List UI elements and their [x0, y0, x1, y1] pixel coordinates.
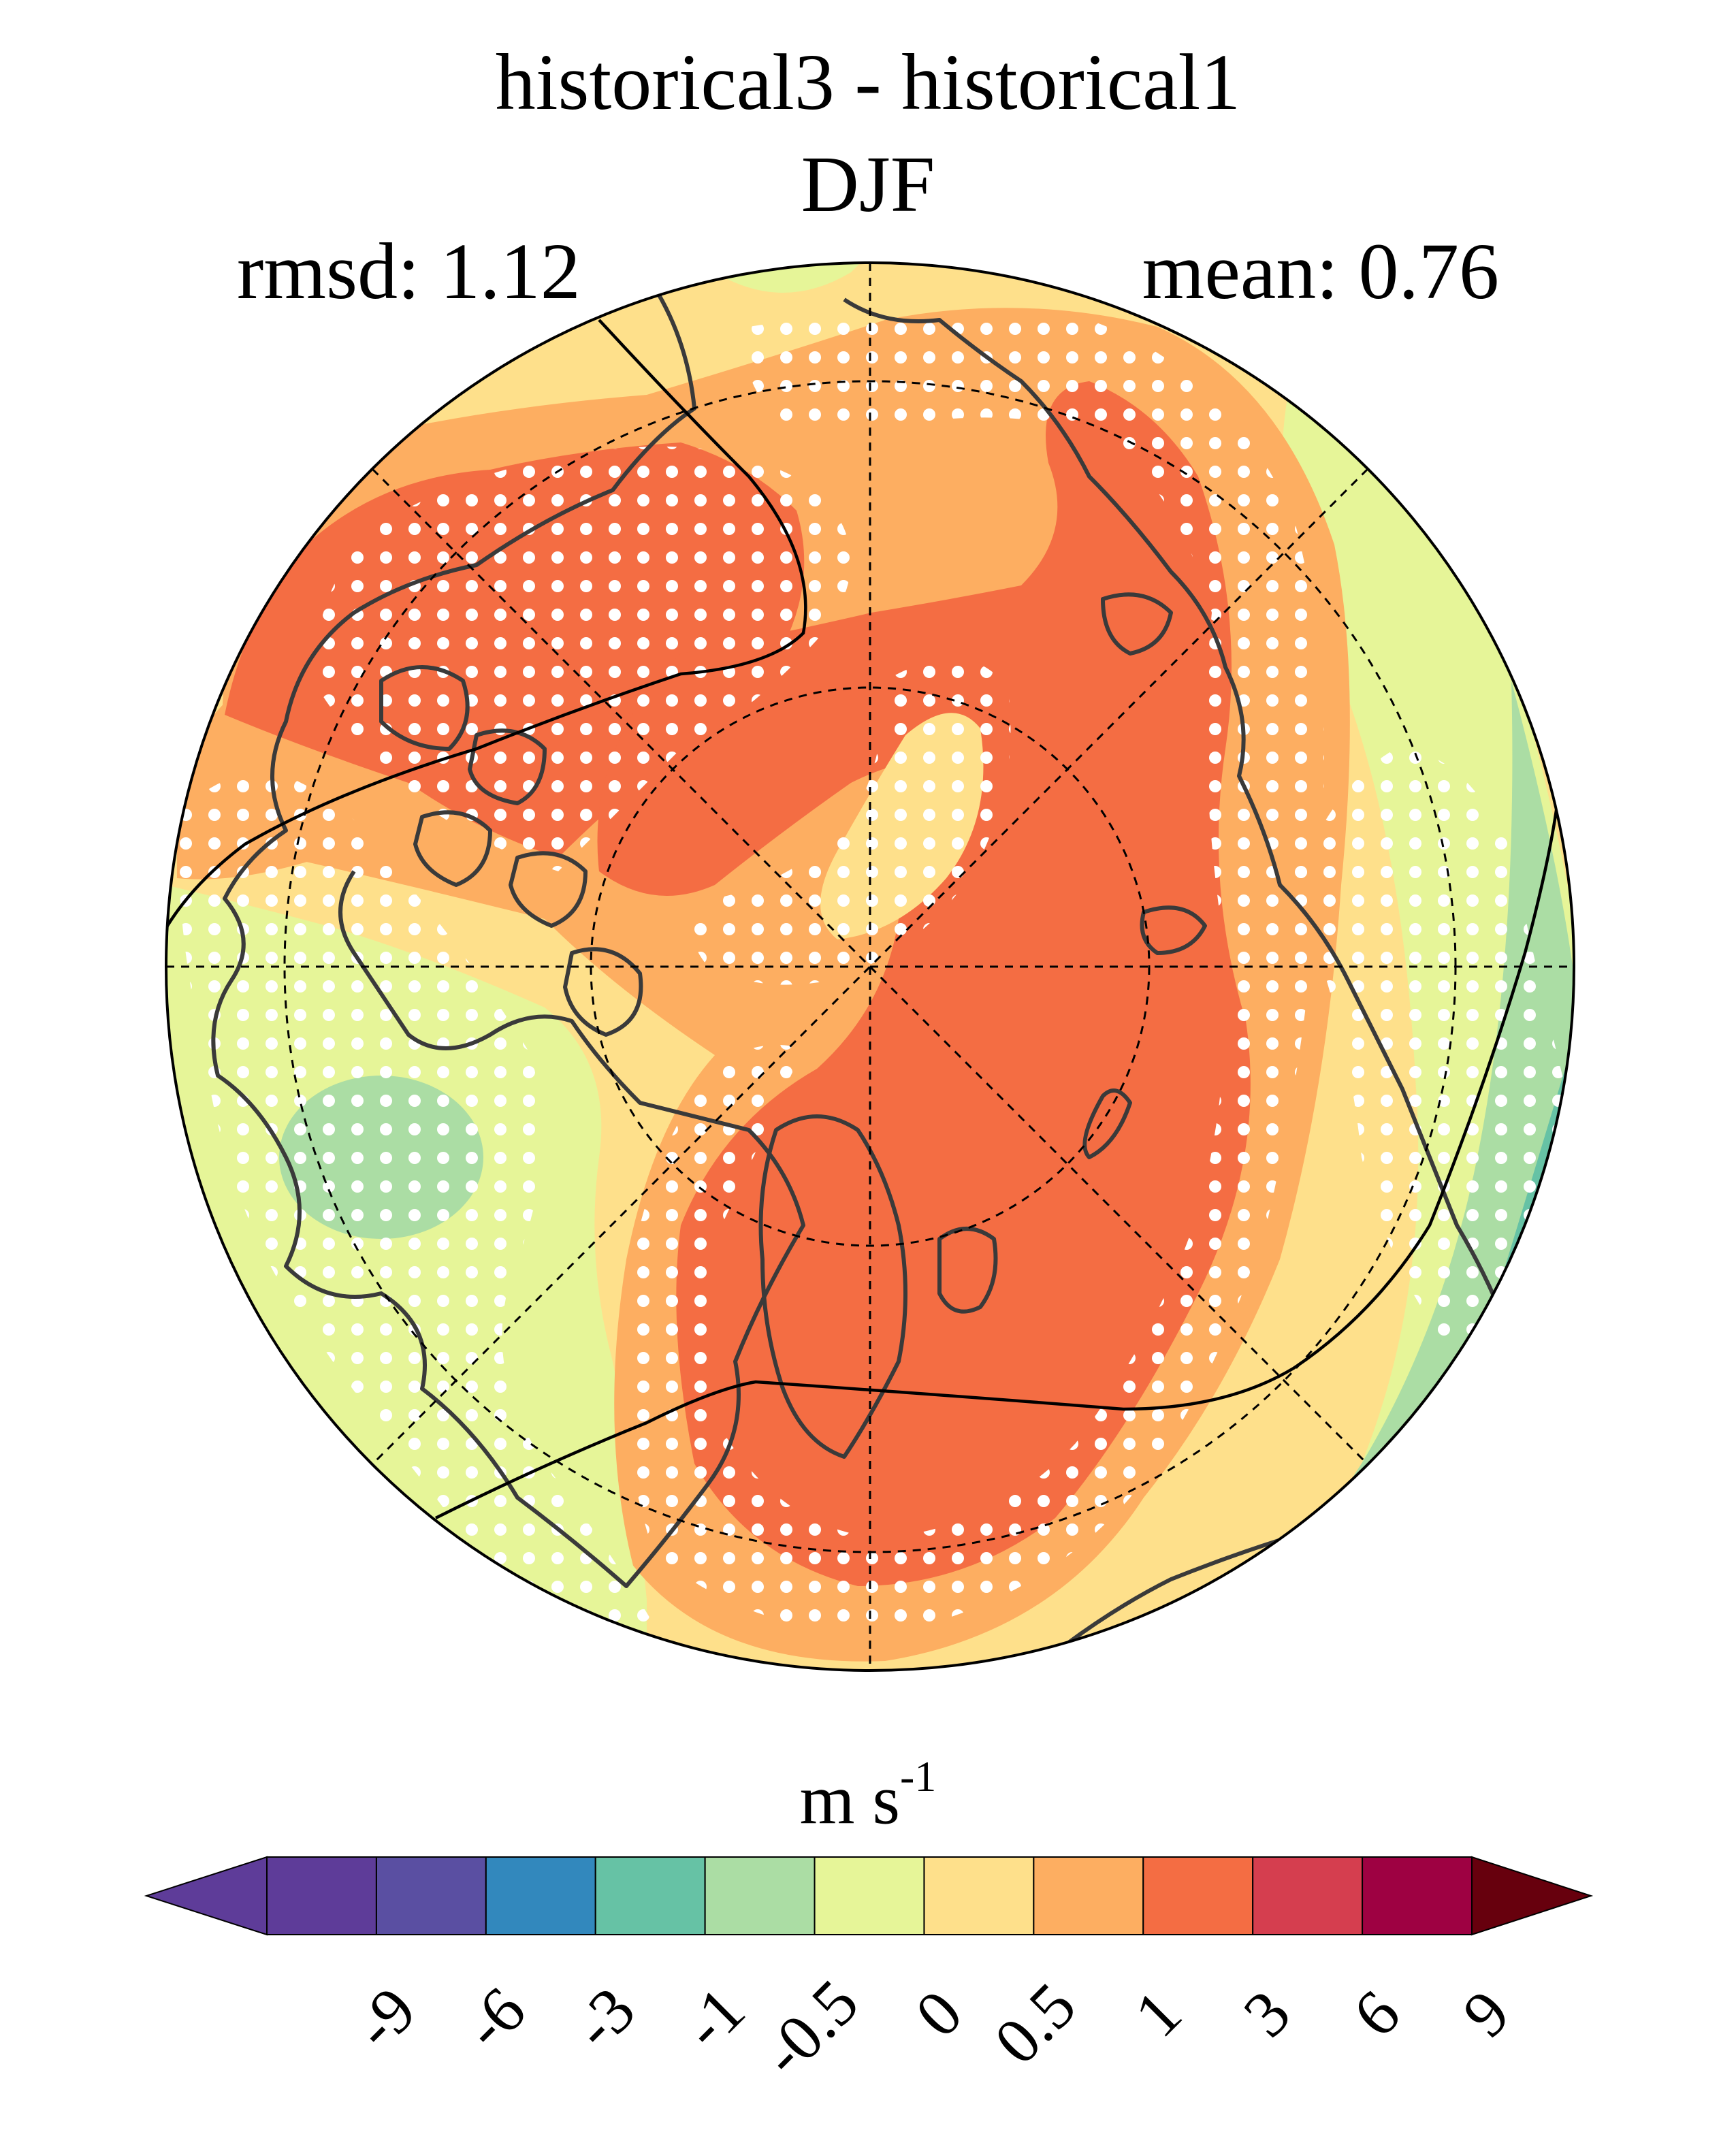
- coastline-north-america: [211, 285, 805, 1588]
- colorbar-units: m s-1: [799, 1752, 937, 1839]
- meridian-diagonal-1: [371, 468, 1369, 1466]
- meridian-diagonal-2: [371, 468, 1369, 1466]
- stipple-center: [692, 658, 1011, 985]
- coastline-greenland: [758, 1114, 907, 1459]
- contour-lines: [166, 319, 1561, 1520]
- colorbar-bin: [594, 1856, 706, 1935]
- coastline-arctic-islands: [379, 665, 643, 1037]
- mean-label: mean: 0.76: [1142, 227, 1499, 316]
- colorbar-extend-high: [1471, 1856, 1594, 1936]
- colorbar-bin: [1362, 1856, 1473, 1935]
- colorbar-bin: [704, 1856, 816, 1935]
- season-label: DJF: [801, 140, 935, 229]
- colorbar-bin: [485, 1856, 596, 1935]
- map-title: historical3 - historical1: [495, 37, 1241, 127]
- coastline-svalbard: [937, 1227, 998, 1314]
- colorbar-bin: [375, 1856, 487, 1935]
- colorbar-bin: [814, 1856, 925, 1935]
- coastline-novaya-zemlya: [1082, 1088, 1132, 1159]
- colorbar-bin: [266, 1856, 377, 1935]
- contour-line-2: [434, 789, 1561, 1520]
- stipple-west: [177, 773, 667, 1661]
- stipple-southeast: [1293, 749, 1566, 1370]
- stipple-north: [313, 447, 851, 871]
- graticule: [166, 263, 1574, 1671]
- colorbar-bin: [1033, 1856, 1144, 1935]
- map-border: [165, 261, 1575, 1672]
- colorbar-bin: [923, 1856, 1035, 1935]
- colorbar-extend-low: [144, 1856, 268, 1936]
- rmsd-label: rmsd: 1.12: [237, 227, 581, 316]
- coastline-siberian-islands: [1101, 592, 1207, 955]
- colorbar-bin: [1142, 1856, 1254, 1935]
- colorbar-bin: [1252, 1856, 1364, 1935]
- map-field: [166, 263, 1574, 1671]
- contour-line-1: [166, 319, 807, 934]
